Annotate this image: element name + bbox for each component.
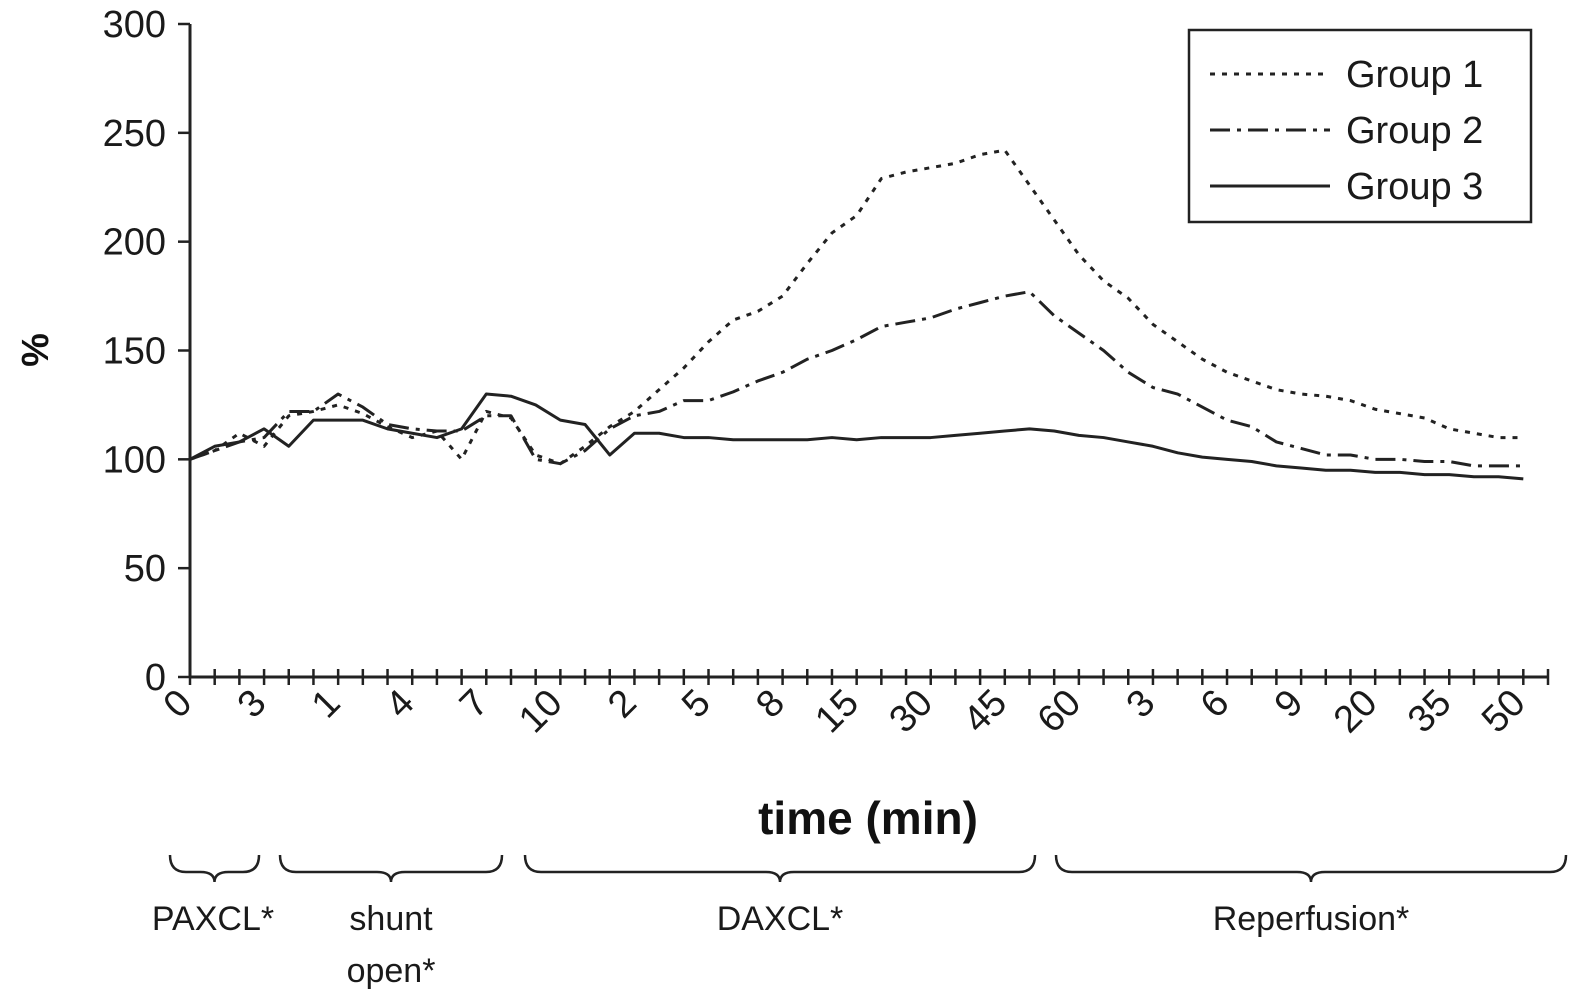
y-tick-label: 250 (103, 113, 166, 155)
x-tick-label: 7 (452, 682, 497, 727)
phase-label: DAXCL* (717, 900, 844, 938)
x-tick-label: 35 (1400, 682, 1460, 742)
x-tick-label: 9 (1267, 682, 1312, 727)
phase-brace (278, 854, 504, 883)
x-tick-label: 10 (511, 682, 571, 742)
y-tick-label: 50 (124, 548, 166, 590)
x-tick-label: 20 (1326, 682, 1386, 742)
phase-label: shunt open* (347, 900, 436, 990)
x-tick-label: 50 (1474, 682, 1534, 742)
x-tick-label: 4 (378, 682, 423, 727)
y-tick-label: 0 (145, 657, 166, 699)
series-line-1 (189, 148, 1524, 466)
y-tick-label: 150 (103, 331, 166, 373)
x-tick-label: 2 (600, 682, 645, 727)
x-axis: 0 3 1 4 7 10 2 5 8 15 30 45 60 3 6 9 20 35 50 (156, 669, 1550, 742)
legend-label-1: Group 1 (1346, 54, 1483, 96)
legend-box (1187, 28, 1533, 224)
x-axis-title: time (min) (758, 792, 978, 844)
legend: Group 1 Group 2 Group 3 (1187, 28, 1533, 224)
x-tick-label: 5 (674, 682, 719, 727)
x-tick-label: 8 (748, 682, 793, 727)
x-tick-label: 60 (1030, 682, 1090, 742)
y-tick-label: 200 (103, 222, 166, 264)
x-tick-label: 1 (304, 682, 349, 727)
x-tick-label: 15 (807, 682, 867, 742)
y-tick-label: 100 (103, 439, 166, 481)
x-tick-label: 30 (881, 682, 941, 742)
phase-annotations: PAXCL* shunt open* DAXCL* Reperfusion* (152, 854, 1568, 990)
y-tick-label: 300 (103, 4, 166, 46)
x-tick-label: 3 (230, 682, 275, 727)
phase-label: Reperfusion* (1213, 900, 1410, 938)
y-axis-title: % (15, 333, 57, 367)
x-tick-label: 6 (1193, 682, 1238, 727)
series-line-3 (189, 392, 1524, 481)
legend-label-2: Group 2 (1346, 110, 1483, 152)
phase-brace (168, 854, 261, 883)
x-tick-label: 3 (1119, 682, 1164, 727)
series-line-2 (189, 290, 1524, 468)
phase-brace (523, 854, 1037, 883)
phase-label: PAXCL* (152, 900, 274, 938)
x-tick-label: 45 (956, 682, 1016, 742)
phase-brace (1054, 854, 1568, 883)
y-axis: 0 50 100 150 200 250 300 (103, 4, 192, 699)
series-layer (189, 148, 1524, 481)
legend-label-3: Group 3 (1346, 166, 1483, 208)
